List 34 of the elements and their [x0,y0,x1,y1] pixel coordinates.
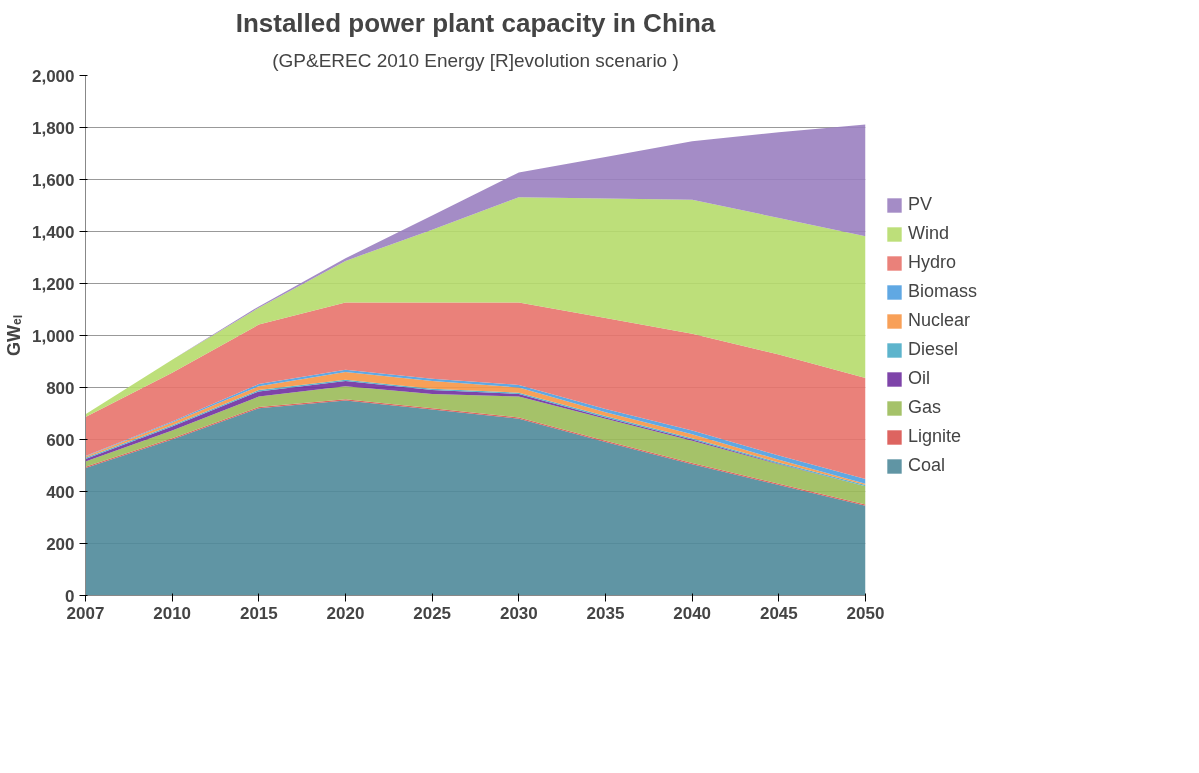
x-tick-label: 2010 [153,603,192,623]
x-tick-label: 2045 [759,603,798,623]
legend-label: Hydro [908,252,957,273]
x-tick-label: 2020 [326,603,365,623]
y-tick-label: 200 [46,534,75,554]
y-tick-label: 1,400 [31,222,75,242]
legend-label: Nuclear [908,310,971,331]
legend-label: Lignite [908,426,962,447]
y-tick-label: 1,600 [31,170,75,190]
chart-title: Installed power plant capacity in China [235,7,716,38]
legend-label: Diesel [908,339,959,360]
legend-label: Wind [908,223,950,244]
y-tick-label: 1,200 [31,274,75,294]
y-tick-label: 1,800 [31,118,75,138]
x-tick-label: 2025 [413,603,452,623]
y-tick-label: 400 [46,482,75,502]
legend-label: PV [908,194,933,215]
y-tick-label: 2,000 [31,66,75,86]
x-tick-label: 2030 [499,603,538,623]
x-tick-label: 2015 [239,603,278,623]
legend-label: Biomass [908,281,978,302]
y-tick-label: 1,000 [31,326,75,346]
x-tick-label: 2035 [586,603,625,623]
legend-label: Gas [908,397,942,418]
x-tick-label: 2050 [846,603,885,623]
x-tick-label: 2007 [66,603,105,623]
y-tick-label: 600 [46,430,75,450]
y-tick-label: 0 [65,586,75,606]
y-tick-label: 800 [46,378,75,398]
x-tick-label: 2040 [673,603,712,623]
legend-label: Oil [908,368,930,389]
y-axis-title: GWₑₗ [3,315,24,356]
chart-subtitle: (GP&EREC 2010 Energy [R]evolution scenario ) [272,49,679,71]
legend-label: Coal [908,455,946,476]
